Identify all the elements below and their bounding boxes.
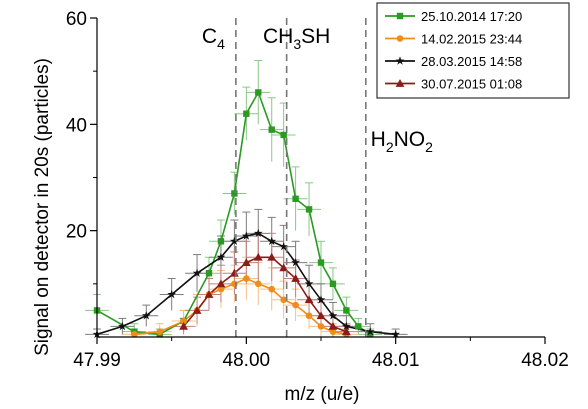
point-s4-p11	[304, 295, 314, 304]
reference-label-3-main: H	[371, 128, 386, 151]
point-s4-p8	[267, 252, 277, 261]
series-line-2	[134, 277, 347, 336]
point-s1-p8	[243, 110, 250, 117]
point-s2-p1	[131, 331, 138, 338]
point-s1-p11	[280, 131, 287, 139]
point-s1-p17	[355, 323, 362, 330]
point-s2-p12	[292, 301, 299, 309]
reference-label-3-sub: 2	[386, 139, 394, 155]
legend-marker-4	[395, 79, 405, 87]
point-s4-p4	[216, 279, 226, 288]
point-s3-p10	[267, 236, 277, 245]
point-s4-p7	[253, 252, 263, 261]
legend-marker-1	[396, 12, 404, 20]
tick-labels: 47.99 48.00 48.01 48.02 20 40 60	[66, 9, 569, 371]
point-s1-p14	[317, 259, 325, 266]
point-s4-p9	[279, 263, 289, 272]
point-s4-p12	[316, 311, 326, 320]
reference-label-3: H2NO2	[371, 128, 433, 155]
point-s1-p13	[305, 206, 313, 213]
reference-label-2: CH3SH	[263, 25, 330, 52]
x-tick-label-3: 48.01	[372, 350, 420, 371]
x-tick-label-1: 47.99	[73, 350, 121, 371]
point-s1-p16	[343, 307, 350, 314]
point-s3-p16	[342, 321, 351, 331]
point-s1-p18	[367, 331, 374, 338]
point-s4-p14	[341, 327, 351, 336]
point-s3-p4	[167, 289, 176, 299]
point-s4-p6	[241, 258, 251, 266]
legend-box	[376, 2, 570, 99]
point-s2-p11	[280, 296, 287, 304]
series-line-3	[96, 232, 396, 336]
point-s3-p3	[141, 311, 151, 320]
y-tick-label-2: 40	[66, 115, 87, 136]
point-s2-p15	[329, 328, 337, 335]
point-s1-p12	[292, 195, 299, 202]
point-s1-p10	[268, 126, 275, 133]
reference-label-1-sub: 4	[217, 36, 225, 52]
point-s3-p12	[291, 258, 300, 267]
point-s3-p7	[230, 236, 239, 245]
x-tick-label-4: 48.02	[521, 350, 569, 371]
point-s4-p1	[179, 321, 189, 330]
series-line-1	[96, 90, 371, 336]
point-s4-p3	[204, 290, 214, 298]
y-tick-label-1: 20	[66, 222, 87, 243]
point-s2-p7	[231, 280, 238, 288]
reference-label-1: C4	[202, 25, 225, 52]
legend-label-4: 30.07.2015 01:08	[421, 77, 522, 92]
point-s3-p8	[242, 231, 251, 240]
point-s4-p10	[291, 274, 301, 282]
reference-label-2-tail: SH	[301, 25, 330, 48]
point-s2-p8	[243, 275, 250, 282]
point-s3-p2	[118, 321, 127, 331]
error-bars	[85, 60, 408, 337]
point-s1-p9	[255, 89, 262, 96]
point-s2-p2	[156, 328, 164, 335]
series-markers	[92, 89, 400, 339]
point-s3-p5	[192, 268, 202, 277]
reference-label-3-sub2: 2	[425, 139, 433, 155]
legend-marker-3	[395, 56, 405, 65]
reference-label-3-tail: NO	[394, 128, 426, 151]
point-s2-p10	[268, 285, 276, 293]
point-s2-p9	[254, 280, 262, 288]
point-s3-p18	[391, 329, 400, 339]
legend: 25.10.2014 17:20 14.02.2015 23:44 28.03.20…	[376, 2, 570, 99]
point-s2-p6	[217, 285, 225, 293]
legend-label-2: 14.02.2015 23:44	[421, 32, 522, 47]
point-s1-p5	[205, 270, 213, 277]
point-s3-p15	[328, 311, 338, 320]
legend-label-1: 25.10.2014 17:20	[421, 9, 522, 24]
x-tick-label-2: 48.00	[223, 350, 271, 371]
axes	[90, 17, 546, 344]
point-s3-p9	[253, 228, 263, 237]
y-axis-title: Signal on detector in 20s (particles)	[32, 58, 53, 356]
point-s1-p15	[329, 280, 337, 288]
x-axis-title: m/z (u/e)	[285, 384, 360, 405]
point-s1-p7	[231, 190, 238, 197]
point-s4-p13	[328, 321, 338, 330]
y-tick-label-3: 60	[66, 9, 87, 30]
point-s2-p13	[305, 312, 313, 320]
legend-marker-2	[396, 35, 404, 42]
reference-label-2-main: CH	[263, 25, 293, 48]
reference-label-1-main: C	[202, 25, 217, 48]
legend-label-3: 28.03.2015 14:58	[421, 54, 522, 69]
point-s4-p2	[192, 306, 202, 314]
point-s1-p6	[217, 238, 225, 245]
reference-label-2-sub: 3	[293, 36, 301, 52]
point-s3-p6	[216, 252, 226, 261]
point-s2-p14	[317, 323, 325, 330]
point-s2-p3	[180, 317, 187, 325]
point-s3-p17	[365, 327, 375, 336]
point-s3-p13	[304, 279, 314, 288]
point-s3-p14	[316, 295, 326, 304]
point-s3-p11	[279, 242, 288, 251]
